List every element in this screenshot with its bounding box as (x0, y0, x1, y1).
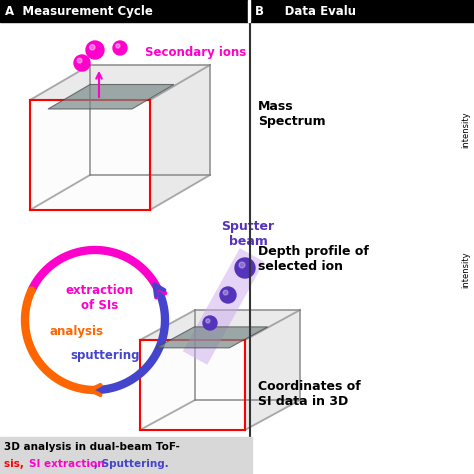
Polygon shape (183, 248, 264, 365)
Text: intensity: intensity (461, 252, 470, 288)
Polygon shape (156, 327, 268, 348)
Polygon shape (245, 310, 300, 430)
Text: Coordinates of
SI data in 3D: Coordinates of SI data in 3D (258, 380, 361, 408)
Text: , Sputtering.: , Sputtering. (94, 459, 169, 469)
Text: B     Data Evalu: B Data Evalu (255, 4, 356, 18)
Circle shape (220, 287, 236, 303)
Circle shape (203, 316, 217, 330)
Circle shape (77, 58, 82, 63)
Text: Sputter
beam: Sputter beam (221, 220, 274, 248)
Polygon shape (150, 65, 210, 210)
Text: intensity: intensity (461, 112, 470, 148)
Circle shape (223, 290, 228, 295)
Circle shape (74, 55, 90, 71)
Text: analysis: analysis (50, 326, 104, 338)
Text: sis,: sis, (4, 459, 27, 469)
Text: Mass
Spectrum: Mass Spectrum (258, 100, 326, 128)
Circle shape (86, 41, 104, 59)
Circle shape (206, 319, 210, 323)
Text: Secondary ions: Secondary ions (145, 46, 246, 58)
Text: 3D analysis in dual-beam ToF-: 3D analysis in dual-beam ToF- (4, 442, 180, 452)
Polygon shape (48, 84, 174, 109)
Text: extraction
of SIs: extraction of SIs (66, 284, 134, 312)
Circle shape (116, 44, 120, 48)
Circle shape (239, 262, 245, 268)
Polygon shape (140, 310, 300, 340)
Bar (248, 0, 250, 22)
Polygon shape (140, 340, 245, 430)
Bar (0, 437, 252, 474)
Polygon shape (30, 65, 210, 100)
Text: Depth profile of
selected ion: Depth profile of selected ion (258, 245, 369, 273)
Circle shape (90, 45, 95, 50)
Polygon shape (30, 100, 150, 210)
Circle shape (113, 41, 127, 55)
Bar (0, 0, 474, 22)
Text: SI extraction: SI extraction (29, 459, 105, 469)
Text: sputtering: sputtering (70, 348, 140, 362)
Text: A  Measurement Cycle: A Measurement Cycle (5, 4, 153, 18)
Circle shape (235, 258, 255, 278)
